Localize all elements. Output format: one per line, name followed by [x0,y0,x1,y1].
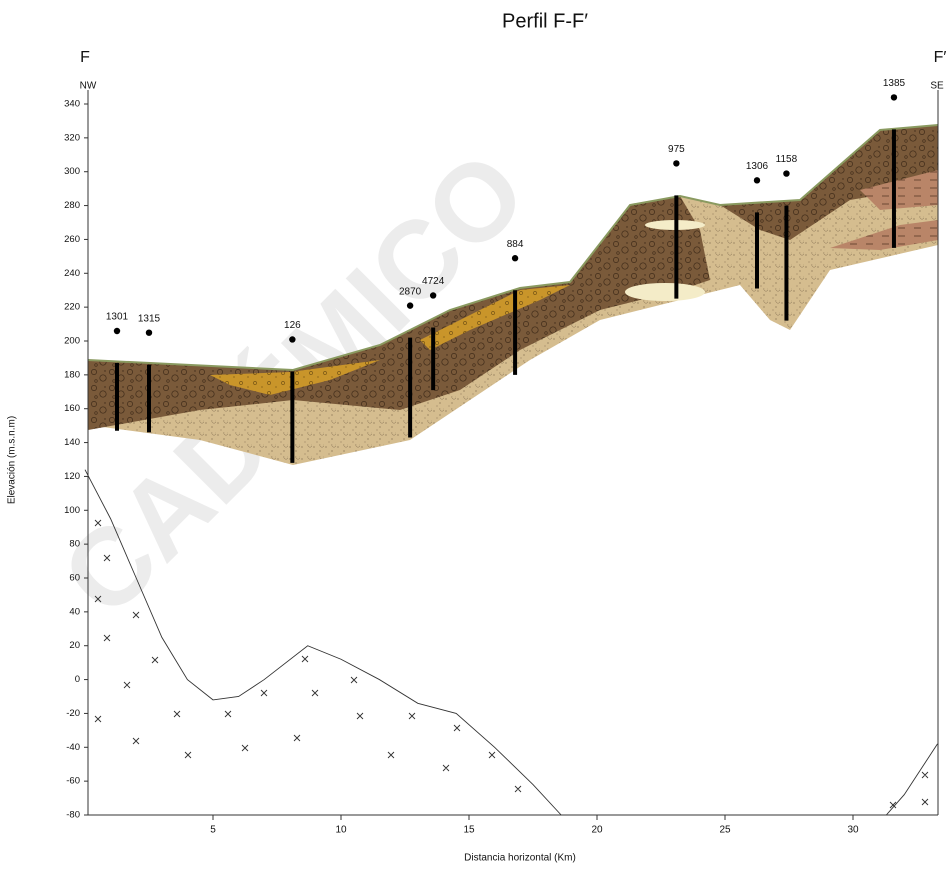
chart: Perfil F-F′ CADÉMICO F F′ NW SE Distanci… [0,0,951,874]
y-tick-label: 340 [64,99,80,110]
x-tick-label: 10 [335,825,347,836]
well-label: 1306 [746,161,769,172]
direction-label: NW [80,81,97,92]
well-label: 1158 [776,154,798,165]
x-tick-label: 5 [210,825,216,836]
y-tick-label: -80 [66,810,80,821]
well-marker [407,302,413,308]
well-marker [289,336,295,342]
y-tick-label: 80 [69,539,80,550]
y-tick-label: 200 [64,336,80,347]
y-tick-label: 300 [64,166,80,177]
y-tick-label: 260 [64,234,80,245]
y-tick-label: 60 [69,573,80,584]
y-tick-label: 240 [64,268,80,279]
well-marker [754,177,760,183]
y-axis-label: Elevación (m.s.n.m) [7,416,18,504]
y-tick-label: 160 [64,403,80,414]
geology [88,125,938,465]
well-label: 1315 [138,313,161,324]
y-tick-label: 180 [64,369,80,380]
y-tick-label: 120 [64,471,80,482]
well-marker [146,330,152,336]
y-tick-label: -20 [66,708,80,719]
cream-lens [625,283,705,301]
x-axis-label: Distancia horizontal (Km) [464,853,576,864]
well-marker [114,328,120,334]
x-tick-label: 15 [463,825,475,836]
y-tick-label: -60 [66,776,80,787]
well-marker [430,292,436,298]
chart-title: Perfil F-F′ [502,10,588,32]
x-tick-label: 20 [591,825,603,836]
section-start-label: F [80,49,90,66]
well-marker [512,255,518,261]
y-tick-label: 140 [64,437,80,448]
y-tick-label: -40 [66,742,80,753]
y-tick-label: 20 [69,640,80,651]
direction-label: SE [930,81,944,92]
well-marker [783,170,789,176]
well-marker [891,94,897,100]
well-label: 884 [507,239,524,250]
y-tick-label: 40 [69,606,80,617]
y-tick-label: 100 [64,505,80,516]
well-label: 4724 [422,276,445,287]
well-label: 975 [668,144,685,155]
x-tick-label: 25 [719,825,731,836]
well-marker [673,160,679,166]
x-tick-label: 30 [847,825,859,836]
y-tick-label: 0 [75,674,80,685]
y-tick-label: 220 [64,302,80,313]
well-label: 2870 [399,286,422,297]
y-tick-label: 320 [64,132,80,143]
well-label: 1385 [883,78,906,89]
section-end-label: F′ [934,49,947,66]
y-tick-label: 280 [64,200,80,211]
well-label: 126 [284,320,301,331]
basement-symbols [95,520,928,808]
well-label: 1301 [106,312,129,323]
